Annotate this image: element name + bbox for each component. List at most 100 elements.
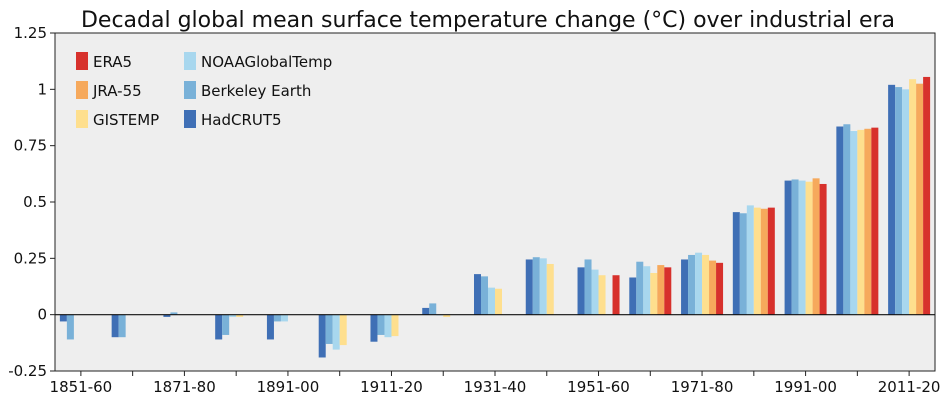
bar-noaaglobaltemp-2001-10 (850, 131, 858, 315)
bar-berkeley-earth-1851-60 (66, 314, 74, 340)
y-tick-label: 1.25 (14, 24, 47, 42)
bar-noaaglobaltemp-1941-50 (539, 258, 547, 315)
bar-hadcrut5-1851-60 (59, 314, 67, 322)
bar-berkeley-earth-1901-10 (325, 314, 333, 344)
bar-noaaglobaltemp-1951-60 (591, 269, 599, 315)
bar-berkeley-earth-1871-80 (170, 312, 178, 315)
legend-swatch-jra-55 (76, 81, 88, 99)
y-tick-label: 0.5 (23, 193, 47, 211)
x-tick-label: 1971-80 (671, 378, 734, 396)
bar-jra-55-1991-00 (812, 178, 820, 315)
bar-berkeley-earth-2001-10 (843, 124, 851, 315)
bar-berkeley-earth-1951-60 (584, 259, 592, 315)
bar-noaaglobaltemp-1901-10 (332, 314, 340, 350)
x-tick-label: 1951-60 (567, 378, 630, 396)
legend-swatch-noaaglobaltemp (184, 52, 196, 70)
legend-swatch-era5 (76, 52, 88, 70)
legend-label-berkeley-earth: Berkeley Earth (201, 82, 311, 100)
bar-era5-1981-90 (767, 207, 775, 315)
bar-berkeley-earth-1911-20 (377, 314, 385, 335)
y-tick-label: 0 (37, 306, 47, 324)
bar-gistemp-2011-20 (909, 79, 917, 315)
bar-hadcrut5-1881-90 (215, 314, 223, 340)
y-tick-label: -0.25 (8, 362, 47, 380)
bar-gistemp-1981-90 (753, 207, 761, 315)
legend-swatch-gistemp (76, 110, 88, 128)
bar-noaaglobaltemp-2011-20 (902, 89, 910, 315)
x-tick-label: 1991-00 (774, 378, 837, 396)
bar-berkeley-earth-2011-20 (895, 87, 903, 315)
chart-title: Decadal global mean surface temperature … (81, 8, 895, 33)
x-tick-label: 2011-20 (878, 378, 941, 396)
bar-gistemp-1991-00 (805, 181, 813, 315)
x-tick-label: 1891-00 (257, 378, 320, 396)
legend-label-gistemp: GISTEMP (93, 111, 159, 129)
bar-hadcrut5-1861-70 (111, 314, 119, 338)
bar-hadcrut5-1991-00 (784, 180, 792, 315)
bar-gistemp-1931-40 (495, 288, 502, 315)
bar-jra-55-2001-10 (864, 128, 872, 315)
bar-berkeley-earth-1991-00 (791, 179, 799, 315)
bar-hadcrut5-1971-80 (681, 259, 689, 315)
bar-gistemp-1971-80 (702, 254, 710, 315)
legend-label-noaaglobaltemp: NOAAGlobalTemp (201, 53, 332, 71)
bar-berkeley-earth-1891-00 (273, 314, 281, 322)
bars-group (59, 76, 931, 358)
legend: ERA5 JRA-55 GISTEMP NOAAGlobalTemp Berkeley … (76, 52, 332, 129)
x-axis: 1851-60 1871-80 1891-00 1911-20 1931-40 1951-… (50, 371, 941, 396)
x-tick-label: 1871-80 (153, 378, 216, 396)
bar-hadcrut5-1941-50 (525, 259, 533, 315)
bar-berkeley-earth-1971-80 (688, 254, 696, 315)
legend-label-jra-55: JRA-55 (92, 82, 142, 100)
bar-noaaglobaltemp-1971-80 (695, 252, 703, 315)
bar-era5-1961-70 (664, 267, 672, 315)
x-tick-label: 1931-40 (464, 378, 527, 396)
bar-hadcrut5-1921-30 (422, 307, 430, 315)
legend-label-era5: ERA5 (93, 53, 132, 71)
bar-hadcrut5-1901-10 (318, 314, 326, 358)
bar-jra-55-1961-70 (657, 265, 665, 315)
bar-berkeley-earth-1921-30 (429, 303, 437, 315)
bar-noaaglobaltemp-1891-00 (280, 314, 288, 322)
bar-noaaglobaltemp-1931-40 (488, 287, 495, 315)
bar-gistemp-2001-10 (857, 129, 865, 315)
bar-era5-1951-60 (612, 275, 620, 315)
bar-gistemp-1901-10 (339, 314, 347, 346)
bar-gistemp-1921-30 (443, 314, 451, 317)
bar-hadcrut5-1871-80 (163, 314, 171, 317)
bar-era5-2001-10 (871, 127, 879, 315)
bar-hadcrut5-1951-60 (577, 267, 585, 315)
bar-berkeley-earth-1961-70 (636, 261, 644, 315)
y-tick-label: 0.75 (14, 137, 47, 155)
bar-hadcrut5-1961-70 (629, 277, 637, 315)
bar-jra-55-1981-90 (760, 208, 768, 315)
bar-jra-55-2011-20 (916, 83, 924, 315)
legend-swatch-hadcrut5 (184, 110, 196, 128)
bar-noaaglobaltemp-1911-20 (384, 314, 392, 338)
bar-berkeley-earth-1931-40 (481, 276, 488, 315)
bar-hadcrut5-1931-40 (474, 274, 481, 315)
bar-gistemp-1881-90 (236, 314, 244, 317)
bar-gistemp-1951-60 (598, 275, 606, 315)
bar-jra-55-1971-80 (709, 260, 717, 315)
bar-hadcrut5-1911-20 (370, 314, 378, 342)
bar-era5-2011-20 (923, 76, 931, 315)
bar-era5-1971-80 (716, 262, 724, 315)
bar-era5-1991-00 (819, 183, 827, 315)
y-tick-label: 0.25 (14, 249, 47, 267)
y-axis: -0.25 0 0.25 0.5 0.75 1 1.25 (8, 24, 55, 380)
x-tick-label: 1851-60 (50, 378, 113, 396)
legend-label-hadcrut5: HadCRUT5 (201, 111, 282, 129)
bar-gistemp-1941-50 (546, 263, 554, 315)
legend-swatch-berkeley-earth (184, 81, 196, 99)
bar-gistemp-1911-20 (391, 314, 399, 337)
bar-noaaglobaltemp-1881-90 (229, 314, 237, 317)
bar-berkeley-earth-1861-70 (118, 314, 126, 338)
bar-hadcrut5-2001-10 (836, 126, 844, 315)
bar-hadcrut5-1891-00 (266, 314, 274, 340)
bar-noaaglobaltemp-1991-00 (798, 180, 806, 315)
bar-noaaglobaltemp-1981-90 (746, 205, 754, 315)
x-tick-label: 1911-20 (360, 378, 423, 396)
bar-berkeley-earth-1881-90 (222, 314, 230, 335)
